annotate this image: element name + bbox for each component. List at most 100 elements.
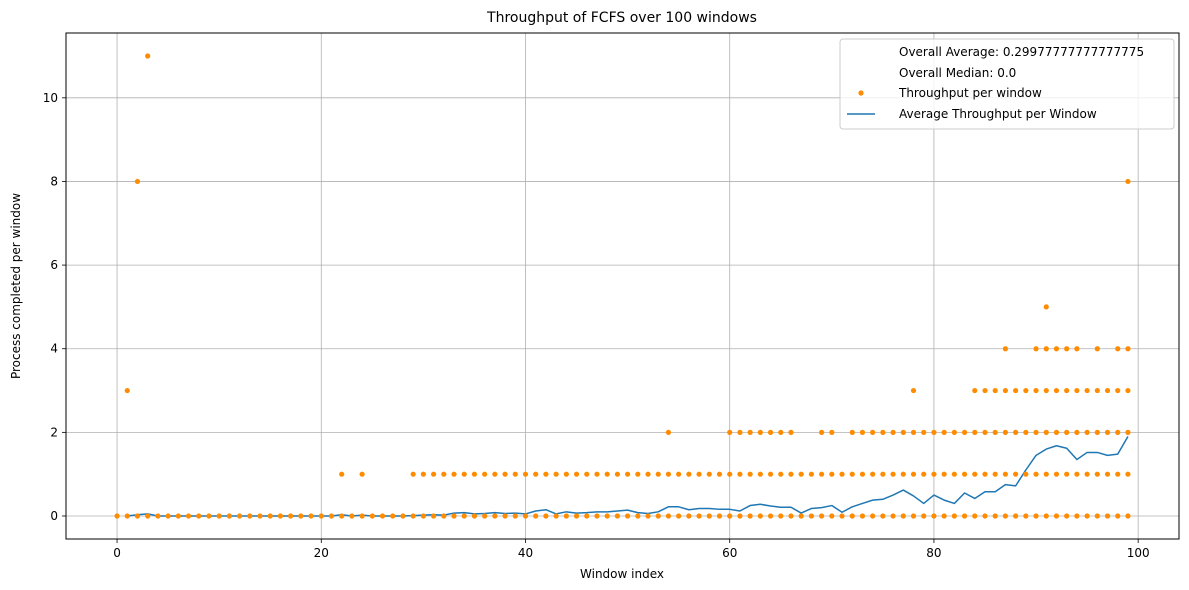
throughput-point — [941, 429, 947, 435]
throughput-point — [584, 471, 590, 477]
throughput-point — [267, 513, 273, 519]
throughput-point — [1125, 178, 1131, 185]
throughput-point — [1023, 387, 1029, 394]
throughput-point — [1064, 346, 1070, 352]
throughput-point — [921, 471, 927, 477]
throughput-point — [992, 513, 998, 519]
throughput-point — [737, 429, 743, 435]
throughput-point — [390, 513, 396, 519]
throughput-point — [982, 513, 988, 519]
throughput-point — [839, 471, 845, 477]
throughput-point — [594, 513, 600, 519]
throughput-point — [880, 513, 886, 519]
throughput-point — [1084, 471, 1090, 477]
x-tick-label: 100 — [1127, 546, 1150, 560]
throughput-point — [441, 471, 447, 477]
throughput-point — [1013, 471, 1019, 477]
throughput-point — [900, 513, 906, 519]
throughput-point — [1043, 346, 1049, 352]
throughput-point — [339, 513, 345, 519]
throughput-point — [1043, 387, 1049, 394]
throughput-point — [553, 513, 559, 519]
throughput-point — [880, 429, 886, 435]
throughput-point — [573, 471, 580, 477]
throughput-point — [318, 513, 324, 519]
throughput-point — [584, 513, 590, 519]
throughput-point — [1074, 387, 1080, 394]
throughput-point — [961, 429, 968, 435]
throughput-point — [819, 471, 825, 477]
throughput-point — [369, 513, 375, 519]
throughput-point — [502, 513, 508, 519]
x-tick-label: 40 — [518, 546, 533, 560]
throughput-point — [737, 513, 743, 519]
throughput-point — [910, 471, 917, 477]
throughput-point — [778, 513, 784, 519]
throughput-point — [196, 513, 202, 519]
throughput-point — [206, 513, 212, 519]
throughput-point — [1033, 471, 1039, 477]
throughput-point — [1104, 429, 1111, 435]
x-tick-label: 60 — [722, 546, 737, 560]
throughput-point — [757, 513, 763, 519]
throughput-point — [410, 513, 416, 519]
throughput-point — [1033, 346, 1039, 352]
chart-title: Throughput of FCFS over 100 windows — [486, 10, 757, 26]
throughput-point — [1002, 346, 1009, 352]
throughput-point — [1043, 471, 1049, 477]
throughput-point — [992, 387, 998, 394]
throughput-point — [502, 471, 508, 477]
throughput-point — [114, 513, 120, 519]
throughput-point — [788, 471, 794, 477]
throughput-point — [655, 513, 661, 519]
throughput-point — [1115, 387, 1121, 394]
throughput-point — [880, 471, 886, 477]
throughput-point — [727, 429, 733, 435]
throughput-point — [839, 513, 845, 519]
plot-frame — [65, 32, 1180, 540]
throughput-point — [420, 471, 426, 477]
throughput-point — [910, 513, 917, 519]
throughput-point — [1125, 429, 1131, 435]
throughput-point — [145, 53, 151, 59]
throughput-point — [737, 471, 743, 477]
throughput-point — [594, 471, 600, 477]
throughput-point — [522, 513, 529, 519]
throughput-point — [941, 471, 947, 477]
throughput-point — [1074, 513, 1080, 519]
legend-box — [839, 38, 1175, 130]
throughput-point — [982, 429, 988, 435]
throughput-point — [625, 471, 631, 477]
throughput-point — [145, 513, 151, 519]
throughput-point — [1053, 387, 1060, 394]
throughput-point — [1002, 471, 1009, 477]
throughput-point — [686, 471, 692, 477]
throughput-point — [236, 513, 243, 519]
throughput-point — [1023, 429, 1029, 435]
throughput-point — [1064, 471, 1070, 477]
throughput-point — [635, 471, 641, 477]
throughput-point — [1115, 429, 1121, 435]
throughput-point — [1125, 387, 1131, 394]
throughput-point — [1115, 346, 1121, 352]
throughput-point — [767, 471, 774, 477]
throughput-point — [451, 471, 457, 477]
throughput-point — [216, 513, 222, 519]
throughput-point — [1094, 387, 1100, 394]
throughput-point — [972, 513, 978, 519]
x-tick-label: 80 — [926, 546, 941, 560]
throughput-point — [778, 471, 784, 477]
throughput-point — [900, 471, 906, 477]
throughput-point — [543, 471, 549, 477]
throughput-point — [1125, 513, 1131, 519]
y-tick-label: 10 — [43, 91, 58, 105]
throughput-point — [1002, 429, 1009, 435]
throughput-point — [471, 471, 478, 477]
throughput-point — [1013, 387, 1019, 394]
throughput-point — [900, 429, 906, 435]
throughput-point — [808, 513, 815, 519]
throughput-point — [277, 513, 284, 519]
legend-entry-median: Overall Median: 0.0 — [899, 66, 1016, 80]
throughput-point — [972, 429, 978, 435]
